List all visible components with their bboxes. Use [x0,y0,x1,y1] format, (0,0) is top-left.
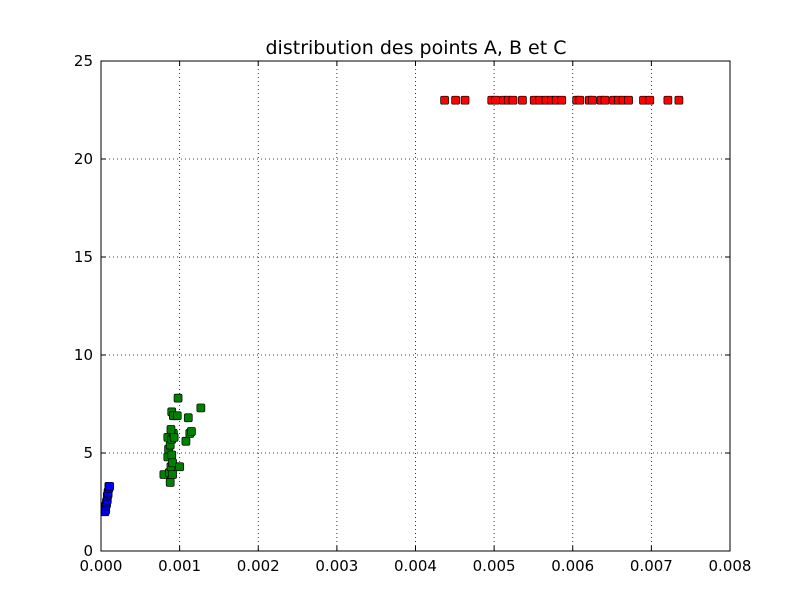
x-tick-label: 0.001 [158,557,201,575]
data-point [451,95,460,105]
data-point [440,95,449,105]
data-point [181,436,191,446]
x-tick-label: 0.002 [237,557,280,575]
data-point [508,95,518,105]
data-point [674,95,684,105]
chart-title: distribution des points A, B et C [266,37,567,59]
x-axis-tick-labels: 0.000 0.001 0.002 0.003 0.004 0.005 0.006 0.007… [80,557,752,575]
x-tick-label: 0.003 [315,557,358,575]
data-point [645,95,655,105]
data-point [173,393,183,403]
series-0 [100,481,114,517]
data-point [105,481,114,491]
data-point [460,95,470,105]
data-point [187,427,196,436]
data-point [557,95,567,105]
data-point [624,95,633,105]
x-tick-label: 0.000 [80,557,123,575]
data-points [100,95,684,517]
data-point [167,450,177,460]
y-tick-label: 20 [74,150,93,168]
y-axis-tick-labels: 0 5 10 15 20 25 [74,52,93,560]
y-tick-label: 25 [74,52,93,70]
x-tick-label: 0.004 [394,557,437,575]
data-point [172,411,182,421]
data-point [663,95,673,105]
data-point [518,95,527,105]
x-tick-label: 0.005 [473,557,516,575]
data-point [600,95,610,105]
axis-ticks [100,60,731,552]
x-tick-label: 0.006 [551,557,594,575]
y-tick-label: 0 [83,542,93,560]
data-point [168,470,177,479]
series-1 [159,393,206,487]
data-point [165,478,175,487]
data-point [575,95,585,105]
y-tick-label: 5 [83,444,93,462]
x-tick-label: 0.008 [709,557,752,575]
data-point [491,95,501,105]
y-tick-label: 15 [74,248,93,266]
data-point [166,425,176,434]
x-tick-label: 0.007 [630,557,673,575]
data-point [183,413,193,423]
series-2 [440,95,684,105]
data-point [169,432,179,442]
y-tick-label: 10 [74,346,93,364]
data-point [588,95,597,105]
data-point [175,462,184,472]
data-point [196,403,206,413]
